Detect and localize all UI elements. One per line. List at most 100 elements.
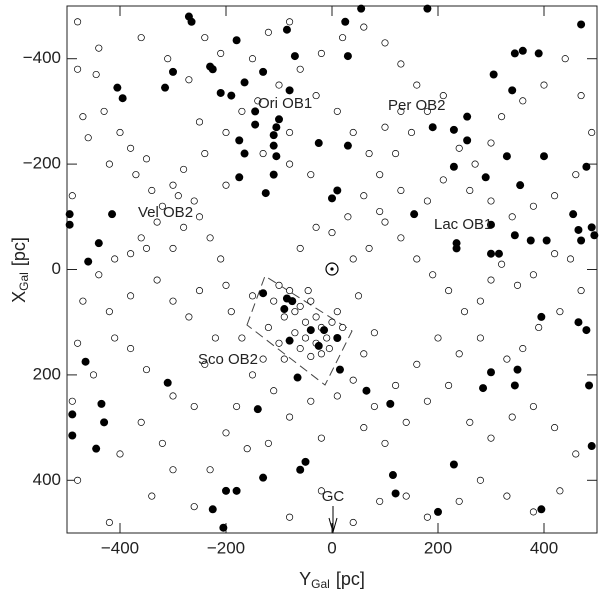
star-point xyxy=(529,202,537,210)
star-point xyxy=(508,213,516,221)
star-point xyxy=(280,305,289,314)
star-point xyxy=(301,334,310,342)
star-point xyxy=(423,513,431,521)
star-point xyxy=(65,210,74,219)
star-point xyxy=(328,194,336,203)
star-point xyxy=(92,444,101,453)
star-point xyxy=(487,368,495,377)
star-point xyxy=(402,418,410,426)
star-point xyxy=(349,255,357,263)
x-tick-label: −200 xyxy=(207,538,245,557)
star-point xyxy=(349,376,357,384)
star-point xyxy=(280,313,288,321)
star-point xyxy=(195,213,204,221)
star-point xyxy=(519,344,527,353)
star-point xyxy=(455,497,463,505)
star-point xyxy=(365,150,373,158)
star-point xyxy=(540,152,548,161)
star-point xyxy=(169,67,177,76)
star-point xyxy=(232,486,241,495)
star-point xyxy=(585,381,594,390)
star-point xyxy=(471,160,479,168)
star-point xyxy=(296,302,304,310)
star-point xyxy=(238,334,246,342)
star-point xyxy=(423,4,432,13)
star-point xyxy=(259,289,268,298)
star-point xyxy=(587,442,596,451)
star-point xyxy=(556,308,564,316)
star-point xyxy=(259,473,268,482)
star-point xyxy=(333,186,342,195)
star-point xyxy=(434,507,442,516)
star-point xyxy=(452,244,461,253)
x-label-unit: [pc] xyxy=(336,569,365,589)
star-point xyxy=(251,107,260,116)
star-point xyxy=(428,123,437,132)
open-points xyxy=(68,18,596,527)
star-point xyxy=(127,344,135,353)
star-point xyxy=(190,503,198,511)
star-point xyxy=(137,34,145,42)
star-point xyxy=(169,297,177,305)
star-point xyxy=(105,160,113,168)
star-point xyxy=(376,207,384,216)
x-label-sub: Gal xyxy=(311,577,330,591)
star-point xyxy=(529,402,537,411)
x-tick-label: 0 xyxy=(327,538,336,557)
star-point xyxy=(68,192,76,200)
star-point xyxy=(413,255,421,263)
y-tick-label: 0 xyxy=(52,259,61,278)
star-point xyxy=(89,371,98,379)
annotation: Ori OB1 xyxy=(258,95,312,112)
star-point xyxy=(264,323,272,332)
star-point xyxy=(248,292,257,300)
y-label-sub: Gal xyxy=(17,272,31,291)
star-point xyxy=(466,418,474,426)
sun-dot xyxy=(330,267,334,271)
star-point xyxy=(360,192,368,200)
y-axis-label: XGal [pc] xyxy=(9,237,31,303)
star-point xyxy=(574,318,583,327)
star-point xyxy=(392,150,400,158)
star-point xyxy=(301,457,310,466)
x-tick-label: 200 xyxy=(424,538,452,557)
star-point xyxy=(153,276,161,284)
star-point xyxy=(397,186,405,195)
star-point xyxy=(481,173,490,182)
star-point xyxy=(84,134,92,142)
star-point xyxy=(577,287,585,295)
star-point xyxy=(312,92,320,100)
star-point xyxy=(510,231,519,240)
star-point xyxy=(270,297,278,305)
star-point xyxy=(94,239,103,248)
star-point xyxy=(137,234,145,242)
star-point xyxy=(264,28,272,36)
star-point xyxy=(243,445,251,453)
star-point xyxy=(290,52,299,61)
star-point xyxy=(211,334,219,342)
star-point xyxy=(185,313,193,321)
star-point xyxy=(487,249,495,258)
star-point xyxy=(259,150,267,158)
star-point xyxy=(343,52,352,61)
star-point xyxy=(233,402,241,411)
star-point xyxy=(397,60,405,68)
star-point xyxy=(195,118,204,126)
star-point xyxy=(510,49,519,58)
star-point xyxy=(463,136,472,145)
star-point xyxy=(201,34,209,42)
star-point xyxy=(240,78,249,87)
star-point xyxy=(566,255,575,263)
sun-symbol xyxy=(325,262,339,276)
star-point xyxy=(391,489,400,498)
star-point xyxy=(275,281,283,289)
star-point xyxy=(407,128,416,137)
star-point xyxy=(518,46,527,55)
star-point xyxy=(312,313,320,321)
star-point xyxy=(508,413,516,421)
star-point xyxy=(286,287,294,295)
star-point xyxy=(68,397,76,405)
y-tick-label: 200 xyxy=(33,364,61,383)
star-point xyxy=(235,173,244,182)
star-point xyxy=(516,181,525,190)
